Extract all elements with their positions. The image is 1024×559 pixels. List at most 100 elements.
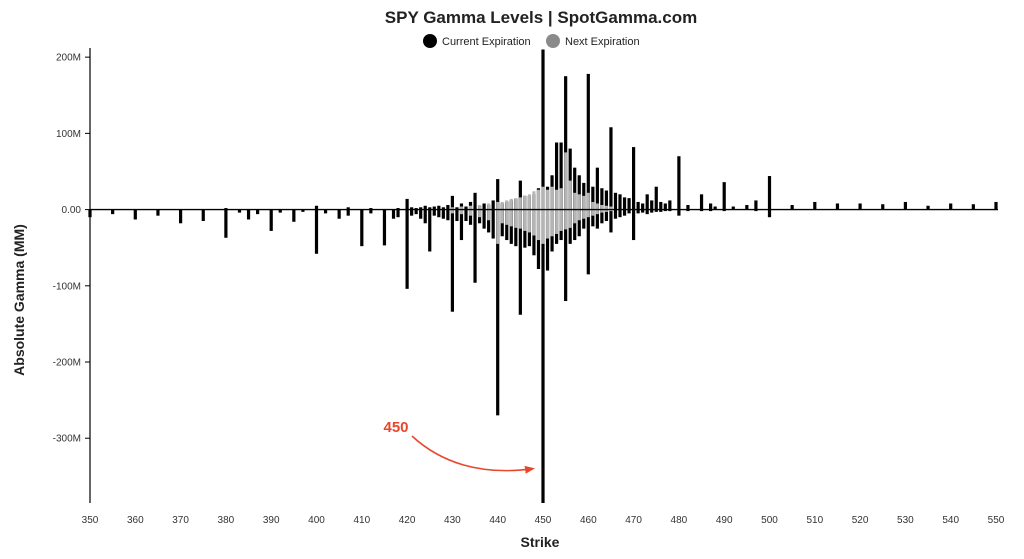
bar-positive (881, 204, 885, 210)
bar-positive (731, 206, 735, 210)
bar-positive (600, 188, 604, 210)
x-tick-label: 480 (671, 515, 688, 526)
bar-positive (314, 205, 319, 210)
x-tick-label: 460 (580, 515, 597, 526)
bar-negative (609, 209, 613, 233)
bar-negative (595, 209, 599, 229)
bar-positive (446, 205, 450, 210)
bar-negative (668, 209, 672, 212)
bar-positive (518, 197, 522, 210)
x-tick-label: 390 (263, 515, 280, 526)
bar-negative (410, 209, 414, 216)
bar-positive (559, 142, 563, 210)
bar-positive (432, 206, 436, 210)
bar-positive (541, 49, 545, 210)
chart-title: SPY Gamma Levels | SpotGamma.com (385, 8, 697, 27)
bar-positive (600, 205, 604, 210)
bar-positive (677, 156, 681, 210)
bar-negative (301, 209, 305, 212)
bar-negative (246, 209, 251, 220)
bar-negative (314, 209, 319, 254)
bar-positive (487, 203, 491, 210)
bar-negative (586, 209, 590, 275)
bar-negative (487, 209, 491, 221)
bar-negative (111, 209, 115, 215)
x-tick-label: 360 (127, 515, 144, 526)
bar-positive (482, 203, 486, 210)
y-axis-ticks: 200M 100M 0.00 -100M -200M -300M (53, 53, 90, 445)
bar-negative (536, 209, 540, 241)
x-tick-label: 550 (988, 515, 1005, 526)
bar-negative (600, 209, 604, 213)
bar-positive (632, 147, 636, 210)
bar-positive (369, 208, 373, 210)
bar-negative (555, 209, 559, 234)
bar-positive (536, 189, 540, 210)
x-tick-label: 350 (82, 515, 99, 526)
bar-negative (613, 209, 618, 219)
bar-negative (532, 209, 536, 236)
bar-positive (722, 182, 726, 210)
x-tick-label: 370 (172, 515, 189, 526)
bar-negative (627, 209, 631, 214)
bar-positive (709, 203, 713, 210)
bar-positive (613, 192, 618, 210)
bar-negative (509, 209, 513, 227)
bar-negative (568, 209, 572, 228)
bar-negative (632, 209, 636, 241)
bar-positive (491, 200, 495, 210)
bar-positive (546, 189, 550, 210)
bar-positive (405, 198, 409, 210)
bar-negative (541, 209, 545, 244)
bar-positive (455, 207, 459, 210)
bar-positive (428, 207, 432, 210)
bar-positive (419, 207, 423, 210)
bar-negative (346, 209, 350, 216)
y-tick-label: -100M (53, 281, 81, 292)
x-tick-label: 400 (308, 515, 325, 526)
bar-positive (532, 191, 536, 210)
bar-positive (423, 205, 427, 210)
bar-positive (659, 201, 663, 210)
bar-negative (586, 209, 590, 218)
bar-negative (500, 209, 504, 224)
bar-negative (269, 209, 273, 231)
x-tick-label: 510 (806, 515, 823, 526)
bar-positive (699, 194, 704, 210)
bar-negative (133, 209, 137, 220)
bar-positive (559, 188, 563, 210)
bar-negative (482, 209, 486, 229)
bar-positive (813, 201, 817, 210)
bar-positive (414, 208, 418, 210)
bar-negative (659, 209, 663, 212)
bar-negative (201, 209, 205, 222)
x-tick-label: 470 (625, 515, 642, 526)
bar-negative (559, 209, 563, 231)
bar-positive (686, 205, 690, 210)
bar-negative (396, 209, 400, 218)
bar-negative (156, 209, 160, 216)
bar-negative (337, 209, 341, 219)
bar-positive (577, 175, 581, 210)
bar-positive (573, 167, 577, 210)
bar-positive (641, 203, 645, 210)
bar-positive (618, 194, 622, 210)
series-current-bars (88, 49, 998, 504)
bar-positive (654, 186, 658, 210)
bar-negative (496, 209, 500, 244)
bar-positive (577, 194, 581, 210)
bar-negative (224, 209, 228, 238)
bar-positive (500, 201, 504, 210)
bar-negative (428, 209, 432, 252)
bar-positive (971, 204, 975, 210)
x-tick-label: 540 (942, 515, 959, 526)
bar-positive (713, 206, 717, 210)
x-tick-label: 500 (761, 515, 778, 526)
annotation-label: 450 (383, 419, 408, 436)
bar-negative (641, 209, 645, 213)
bar-positive (450, 207, 454, 210)
bar-negative (179, 209, 183, 224)
legend: Current Expiration Next Expiration (423, 34, 640, 48)
bar-positive (555, 189, 559, 210)
bar-positive (903, 201, 907, 210)
